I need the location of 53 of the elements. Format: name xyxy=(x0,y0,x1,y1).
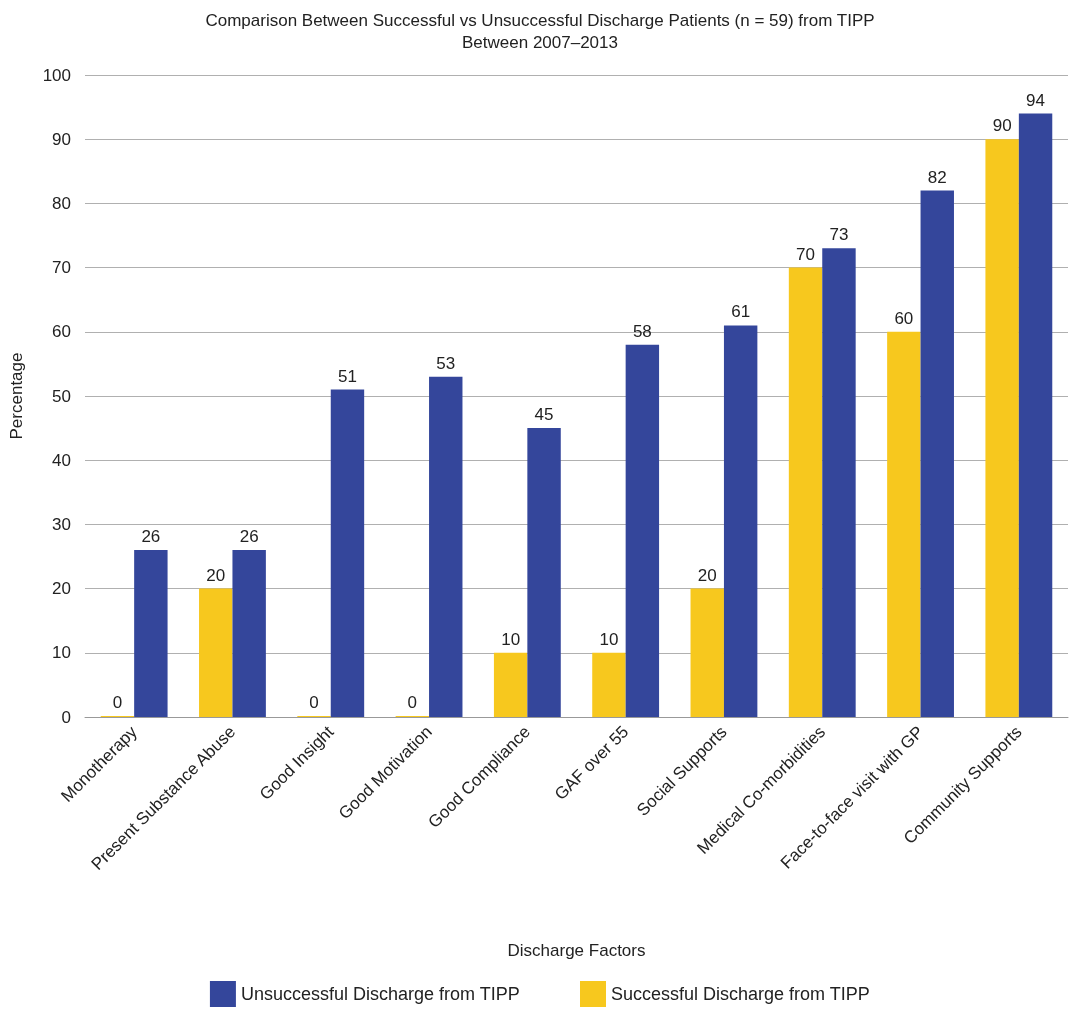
bar xyxy=(625,344,660,717)
data-label: 53 xyxy=(436,353,456,373)
data-label: 20 xyxy=(697,565,717,585)
y-tick-label: 20 xyxy=(52,579,71,599)
bar xyxy=(822,248,856,717)
y-tick-label: 30 xyxy=(52,514,71,534)
y-tick-label: 100 xyxy=(42,65,71,85)
bar xyxy=(723,325,758,717)
bar xyxy=(232,550,266,717)
data-label: 94 xyxy=(1026,90,1046,110)
data-label: 20 xyxy=(206,565,226,585)
data-label: 0 xyxy=(112,693,123,712)
data-label: 26 xyxy=(239,527,259,547)
y-tick-label: 80 xyxy=(52,193,71,213)
data-label: 26 xyxy=(141,527,161,547)
chart-title: Comparison Between Successful vs Unsuccessful Discharge Patients (n = 59) from TIPP Between 2007–2013 xyxy=(205,10,875,52)
data-label: 0 xyxy=(407,693,418,712)
data-label: 51 xyxy=(338,366,357,386)
bar xyxy=(920,190,954,717)
bar xyxy=(592,652,626,717)
y-tick-label: 70 xyxy=(52,258,71,278)
data-label: 0 xyxy=(309,693,319,712)
y-tick-label: 50 xyxy=(52,386,71,406)
y-tick-label: 40 xyxy=(52,450,71,470)
data-label: 82 xyxy=(927,167,947,187)
y-tick-label: 0 xyxy=(61,707,71,727)
bar xyxy=(199,588,233,717)
bar xyxy=(330,389,365,717)
bar xyxy=(1018,113,1053,717)
bar xyxy=(134,550,168,717)
bar xyxy=(690,588,724,717)
legend-label: Unsuccessful Discharge from TIPP xyxy=(240,984,520,1004)
data-label: 45 xyxy=(534,405,554,425)
data-label: 61 xyxy=(731,302,751,322)
y-axis-title: Percentage xyxy=(7,352,26,440)
x-axis-title: Discharge Factors xyxy=(507,941,646,960)
data-label: 10 xyxy=(501,629,521,649)
bar xyxy=(788,267,823,717)
data-label: 60 xyxy=(894,308,914,328)
bar xyxy=(887,331,921,717)
data-label: 73 xyxy=(829,225,849,245)
data-label: 70 xyxy=(796,244,815,264)
bar xyxy=(985,139,1019,717)
data-label: 10 xyxy=(599,629,619,649)
legend-label: Successful Discharge from TIPP xyxy=(611,984,870,1004)
data-label: 58 xyxy=(632,321,652,341)
y-tick-label: 10 xyxy=(52,643,71,663)
y-tick-label: 90 xyxy=(52,129,71,149)
bar xyxy=(527,428,561,717)
bar xyxy=(429,376,463,717)
data-label: 90 xyxy=(992,116,1012,136)
y-tick-label: 60 xyxy=(52,322,71,342)
bar xyxy=(493,652,528,717)
